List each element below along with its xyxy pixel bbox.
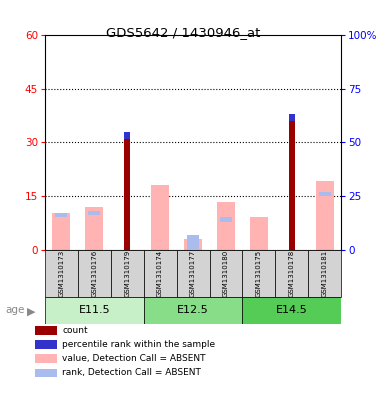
FancyBboxPatch shape bbox=[144, 250, 177, 297]
Text: E14.5: E14.5 bbox=[276, 305, 308, 316]
Text: GSM1310173: GSM1310173 bbox=[58, 250, 64, 297]
FancyBboxPatch shape bbox=[111, 250, 144, 297]
Bar bbox=[89, 211, 100, 215]
Bar bbox=[124, 132, 130, 250]
Bar bbox=[151, 185, 169, 250]
FancyBboxPatch shape bbox=[308, 250, 341, 297]
Text: rank, Detection Call = ABSENT: rank, Detection Call = ABSENT bbox=[62, 369, 201, 377]
Bar bbox=[85, 207, 103, 250]
FancyBboxPatch shape bbox=[177, 250, 209, 297]
Text: GSM1310181: GSM1310181 bbox=[322, 250, 328, 297]
Text: count: count bbox=[62, 326, 88, 335]
Bar bbox=[187, 235, 199, 250]
FancyBboxPatch shape bbox=[45, 297, 144, 324]
Text: GSM1310175: GSM1310175 bbox=[256, 250, 262, 297]
Text: percentile rank within the sample: percentile rank within the sample bbox=[62, 340, 216, 349]
Bar bbox=[289, 114, 295, 250]
Bar bbox=[217, 202, 235, 250]
Text: value, Detection Call = ABSENT: value, Detection Call = ABSENT bbox=[62, 354, 206, 363]
Text: GSM1310179: GSM1310179 bbox=[124, 250, 130, 297]
Bar bbox=[250, 217, 268, 250]
Text: GSM1310177: GSM1310177 bbox=[190, 250, 196, 297]
Text: ▶: ▶ bbox=[27, 306, 35, 316]
Bar bbox=[319, 192, 331, 196]
Bar bbox=[316, 181, 334, 250]
Bar bbox=[55, 213, 67, 217]
FancyBboxPatch shape bbox=[78, 250, 111, 297]
Text: age: age bbox=[6, 305, 25, 316]
Text: GSM1310176: GSM1310176 bbox=[91, 250, 97, 297]
Bar bbox=[184, 239, 202, 250]
Bar bbox=[220, 217, 232, 222]
Text: GSM1310174: GSM1310174 bbox=[157, 250, 163, 297]
Bar bbox=[52, 213, 70, 250]
FancyBboxPatch shape bbox=[243, 250, 275, 297]
Text: GSM1310178: GSM1310178 bbox=[289, 250, 295, 297]
Text: GSM1310180: GSM1310180 bbox=[223, 250, 229, 297]
FancyBboxPatch shape bbox=[275, 250, 308, 297]
FancyBboxPatch shape bbox=[243, 297, 341, 324]
Bar bbox=[190, 242, 196, 250]
Text: E12.5: E12.5 bbox=[177, 305, 209, 316]
Bar bbox=[289, 114, 295, 121]
FancyBboxPatch shape bbox=[209, 250, 243, 297]
Bar bbox=[124, 132, 130, 139]
Text: E11.5: E11.5 bbox=[78, 305, 110, 316]
FancyBboxPatch shape bbox=[45, 250, 78, 297]
Text: GDS5642 / 1430946_at: GDS5642 / 1430946_at bbox=[106, 26, 261, 39]
FancyBboxPatch shape bbox=[144, 297, 243, 324]
